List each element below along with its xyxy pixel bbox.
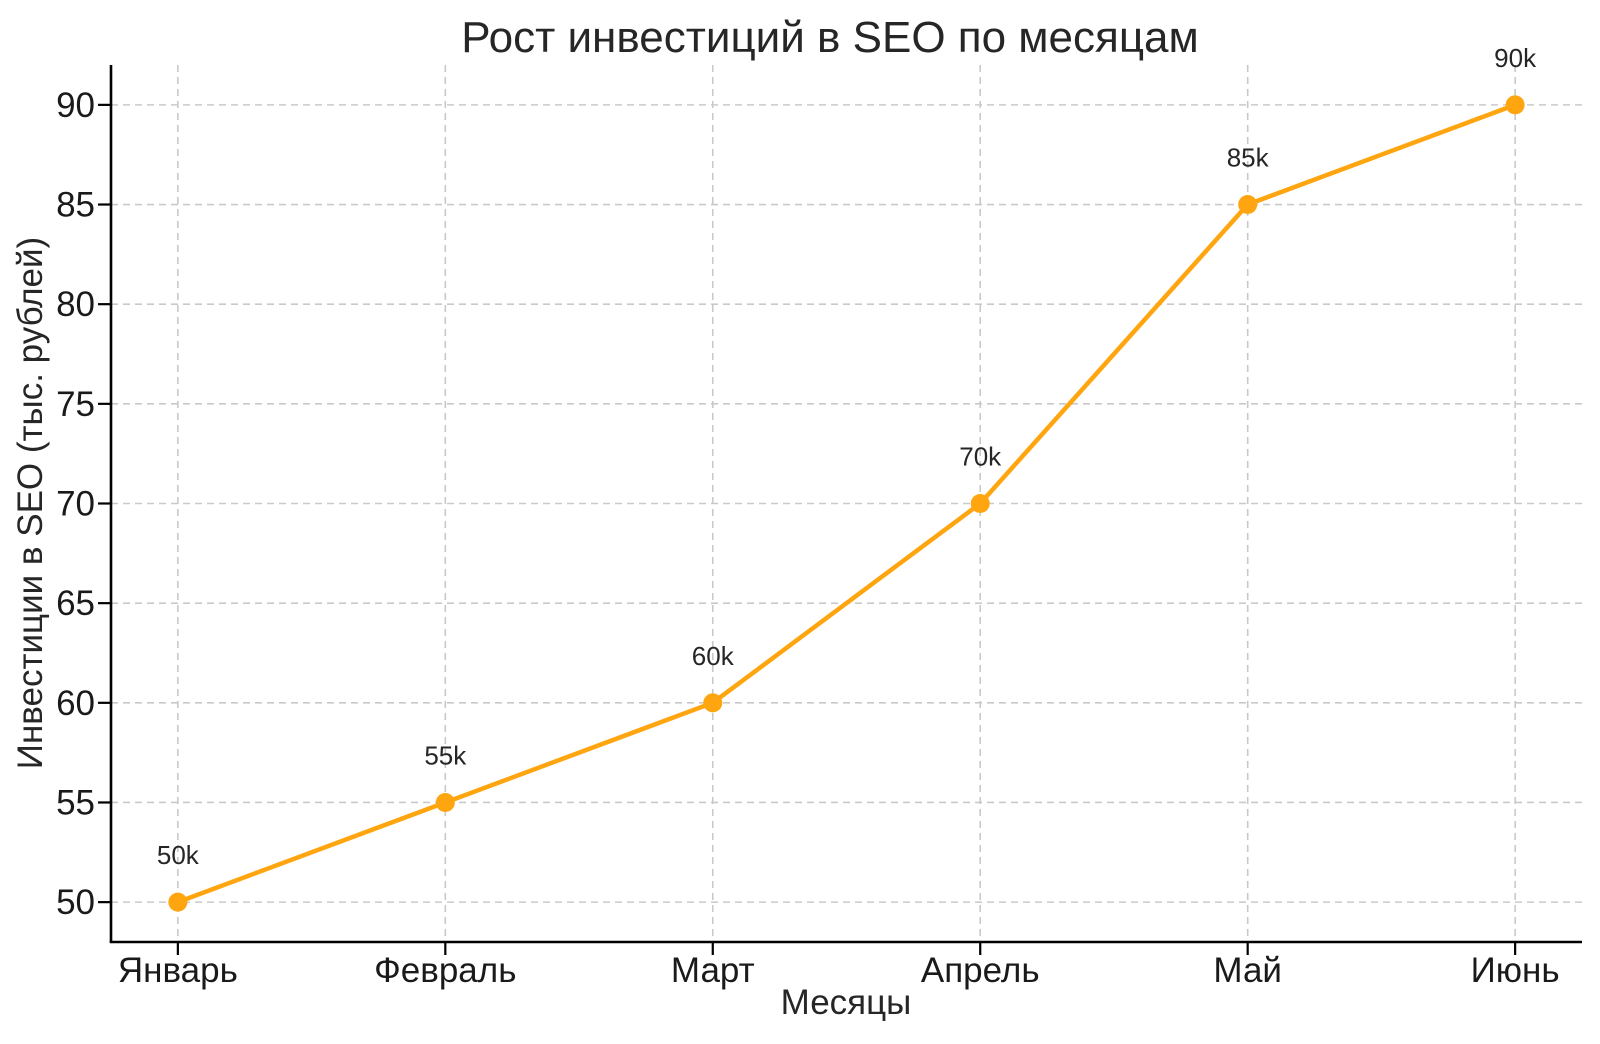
x-tick-label: Май (1213, 951, 1282, 990)
y-tick-label: 85 (56, 186, 95, 225)
data-point-Март (703, 693, 723, 713)
y-tick-label: 65 (56, 584, 95, 623)
gridlines (111, 65, 1582, 942)
x-axis-label: Месяцы (781, 983, 912, 1022)
y-tick-label: 60 (56, 684, 95, 723)
y-axis-label: Инвестиции в SEO (тыс. рублей) (11, 237, 50, 769)
data-point-Февраль (435, 792, 455, 812)
investment-line (175, 102, 1518, 905)
x-tick-label: Июнь (1471, 951, 1560, 990)
x-tick-label: Январь (118, 951, 238, 990)
y-tick-label: 55 (56, 783, 95, 822)
point-label: 85k (1227, 143, 1270, 173)
y-tick-label: 75 (56, 385, 95, 424)
x-tick-label: Апрель (921, 951, 1040, 990)
x-tick-label: Март (671, 951, 755, 990)
data-point-Май (1238, 195, 1258, 215)
point-label: 90k (1494, 43, 1537, 73)
data-point-Январь (168, 892, 188, 912)
y-tick-label: 90 (56, 86, 95, 125)
point-annotations: 50k 55k 60k 70k 85k 90k (157, 43, 1537, 870)
axes: 50 55 60 65 70 75 80 85 90 Январь Февраль Март Апрел… (56, 65, 1582, 990)
point-label: 70k (959, 442, 1002, 472)
point-label: 50k (157, 840, 200, 870)
point-label: 60k (692, 641, 735, 671)
chart-title: Рост инвестиций в SEO по месяцам (461, 13, 1199, 62)
data-point-Апрель (970, 494, 990, 513)
x-tick-label: Февраль (374, 951, 516, 990)
point-label: 55k (424, 740, 467, 770)
data-point-Июнь (1505, 95, 1525, 115)
y-tick-label: 80 (56, 285, 95, 324)
y-tick-label: 50 (56, 883, 95, 922)
y-tick-label: 70 (56, 485, 95, 524)
line-series (168, 95, 1525, 912)
